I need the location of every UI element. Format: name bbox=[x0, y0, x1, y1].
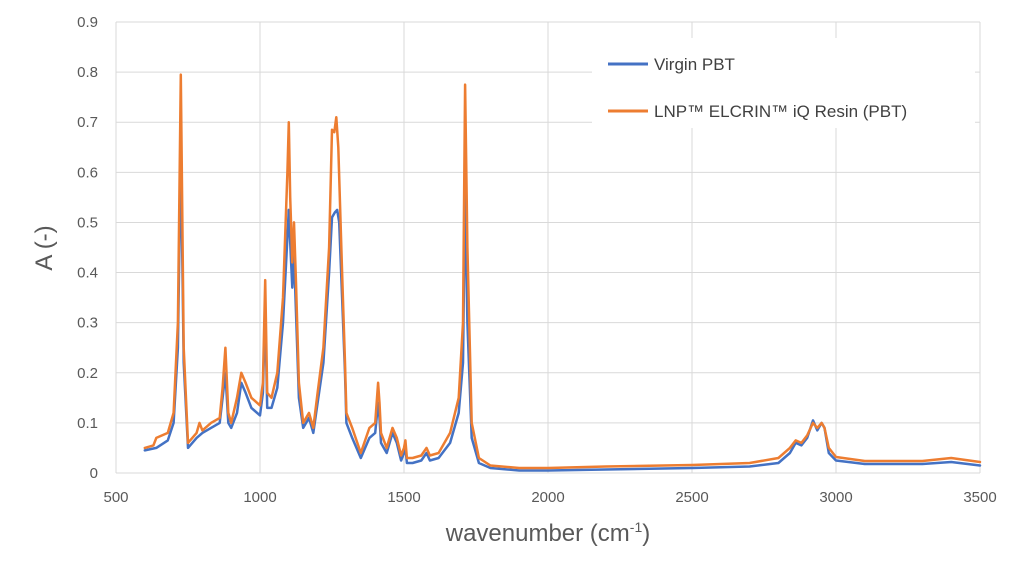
y-tick-label: 0.6 bbox=[77, 164, 98, 181]
y-tick-label: 0.4 bbox=[77, 265, 98, 282]
y-tick-label: 0.8 bbox=[77, 64, 98, 81]
x-tick-label: 500 bbox=[103, 489, 128, 506]
x-tick-label: 3500 bbox=[963, 489, 996, 506]
y-tick-label: 0.1 bbox=[77, 415, 98, 432]
x-axis-title-main: wavenumber (cm bbox=[445, 520, 630, 547]
x-axis-title-superscript: -1 bbox=[630, 519, 643, 535]
y-tick-label: 0.3 bbox=[77, 315, 98, 332]
legend: Virgin PBT LNP™ ELCRIN™ iQ Resin (PBT) bbox=[592, 38, 975, 128]
x-axis-title-end: ) bbox=[642, 520, 650, 547]
legend-label-virgin-pbt: Virgin PBT bbox=[654, 55, 735, 74]
grid bbox=[115, 21, 981, 474]
legend-background bbox=[592, 38, 975, 128]
y-tick-label: 0.2 bbox=[77, 365, 98, 382]
y-tick-label: 0.9 bbox=[77, 14, 98, 31]
y-tick-label: 0.7 bbox=[77, 114, 98, 131]
legend-label-elcrin-resin: LNP™ ELCRIN™ iQ Resin (PBT) bbox=[654, 102, 907, 121]
x-tick-label: 1500 bbox=[387, 489, 420, 506]
y-tick-label: 0 bbox=[90, 465, 98, 482]
x-tick-label: 3000 bbox=[819, 489, 852, 506]
x-tick-label: 1000 bbox=[243, 489, 276, 506]
y-tick-label: 0.5 bbox=[77, 214, 98, 231]
x-tick-label: 2000 bbox=[531, 489, 564, 506]
series-line-elcrin-resin bbox=[143, 73, 982, 470]
x-axis-title: wavenumber (cm-1) bbox=[445, 519, 651, 547]
x-tick-label: 2500 bbox=[675, 489, 708, 506]
y-tick-labels: 0 0.1 0.2 0.3 0.4 0.5 0.6 0.7 0.8 0.9 bbox=[77, 14, 98, 482]
series-lines bbox=[143, 73, 982, 472]
y-axis-title: A (-) bbox=[31, 225, 58, 270]
series-line-virgin-pbt bbox=[143, 146, 982, 472]
x-tick-labels: 500 1000 1500 2000 2500 3000 3500 bbox=[103, 489, 996, 506]
